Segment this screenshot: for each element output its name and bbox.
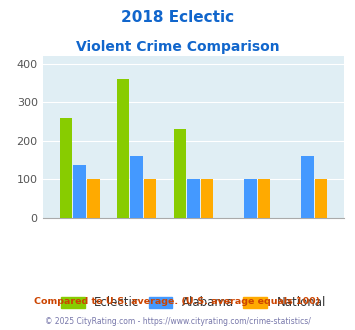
Bar xyxy=(60,118,72,218)
Text: Compared to U.S. average. (U.S. average equals 100): Compared to U.S. average. (U.S. average … xyxy=(34,297,321,306)
Text: Violent Crime Comparison: Violent Crime Comparison xyxy=(76,40,279,53)
Bar xyxy=(315,179,327,218)
Legend: Eclectic, Alabama, National: Eclectic, Alabama, National xyxy=(56,292,331,314)
Text: © 2025 CityRating.com - https://www.cityrating.com/crime-statistics/: © 2025 CityRating.com - https://www.city… xyxy=(45,317,310,326)
Bar xyxy=(244,179,257,218)
Bar xyxy=(258,179,271,218)
Bar xyxy=(73,165,86,218)
Bar xyxy=(116,79,129,218)
Bar xyxy=(144,179,157,218)
Bar xyxy=(187,179,200,218)
Bar xyxy=(130,156,143,218)
Bar xyxy=(87,179,99,218)
Bar xyxy=(201,179,213,218)
Text: 2018 Eclectic: 2018 Eclectic xyxy=(121,10,234,25)
Bar xyxy=(174,129,186,218)
Bar xyxy=(301,156,313,218)
